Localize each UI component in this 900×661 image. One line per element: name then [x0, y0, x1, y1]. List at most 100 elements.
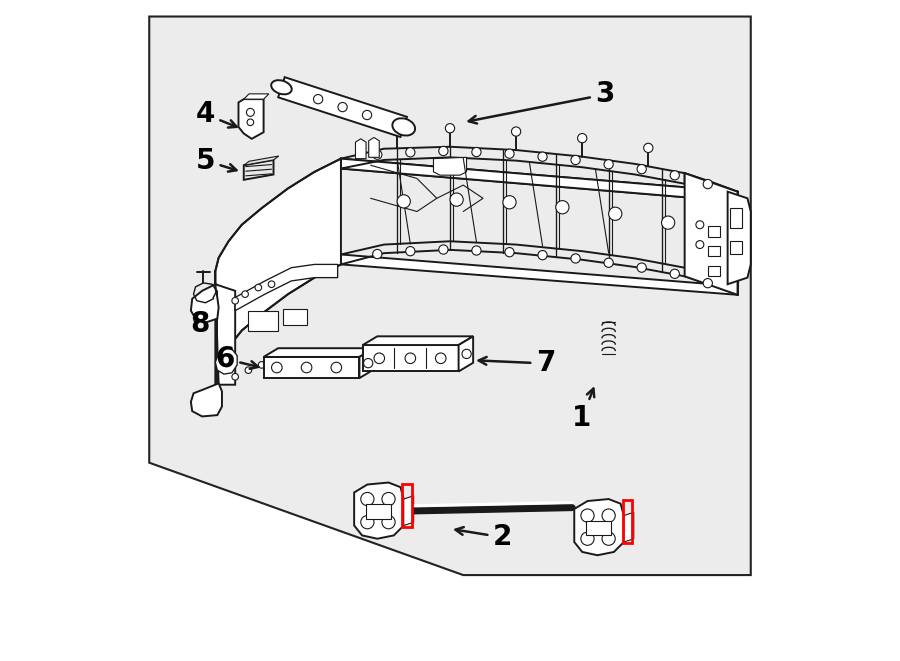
Circle shape — [580, 532, 594, 545]
Circle shape — [258, 362, 265, 368]
Circle shape — [604, 160, 613, 169]
Polygon shape — [341, 159, 737, 202]
Circle shape — [462, 349, 472, 358]
Circle shape — [503, 196, 516, 209]
Bar — [366, 504, 392, 519]
Text: 2: 2 — [455, 524, 512, 551]
Polygon shape — [244, 94, 269, 99]
Polygon shape — [363, 345, 459, 371]
Circle shape — [361, 492, 374, 506]
Ellipse shape — [271, 80, 292, 95]
Polygon shape — [727, 192, 751, 284]
Circle shape — [637, 263, 646, 272]
Circle shape — [602, 532, 616, 545]
Circle shape — [338, 102, 347, 112]
Polygon shape — [459, 336, 473, 371]
Polygon shape — [356, 139, 366, 159]
Circle shape — [446, 124, 454, 133]
Circle shape — [439, 245, 448, 254]
Circle shape — [696, 241, 704, 249]
Circle shape — [670, 171, 680, 180]
Circle shape — [604, 258, 613, 268]
Circle shape — [436, 353, 446, 364]
Circle shape — [361, 516, 374, 529]
Circle shape — [220, 355, 232, 367]
Polygon shape — [341, 254, 737, 295]
Polygon shape — [244, 160, 274, 180]
Bar — [402, 484, 412, 527]
Circle shape — [331, 362, 342, 373]
Text: 4: 4 — [195, 100, 237, 128]
Polygon shape — [215, 284, 235, 385]
Circle shape — [696, 221, 704, 229]
Bar — [707, 266, 720, 276]
Ellipse shape — [392, 118, 415, 136]
Polygon shape — [215, 347, 238, 374]
Polygon shape — [264, 357, 359, 378]
Polygon shape — [363, 336, 473, 345]
Polygon shape — [238, 99, 264, 139]
Bar — [248, 311, 278, 330]
Circle shape — [232, 373, 239, 380]
Circle shape — [556, 201, 569, 214]
Circle shape — [602, 509, 616, 522]
Circle shape — [245, 367, 252, 373]
Circle shape — [242, 291, 248, 297]
Circle shape — [247, 108, 255, 116]
Text: 1: 1 — [572, 389, 594, 432]
Circle shape — [703, 278, 713, 288]
Circle shape — [670, 269, 680, 278]
Polygon shape — [369, 137, 379, 157]
Circle shape — [472, 147, 482, 157]
Circle shape — [571, 254, 580, 263]
Bar — [284, 309, 307, 325]
Circle shape — [450, 193, 464, 206]
Text: 5: 5 — [195, 147, 237, 175]
Circle shape — [644, 143, 652, 153]
Circle shape — [703, 179, 713, 189]
Circle shape — [363, 110, 372, 120]
Text: 7: 7 — [479, 350, 555, 377]
Bar — [623, 500, 633, 543]
Polygon shape — [355, 483, 404, 539]
Circle shape — [373, 249, 382, 258]
Polygon shape — [191, 284, 219, 323]
Polygon shape — [685, 173, 737, 202]
Bar — [730, 241, 742, 254]
Polygon shape — [264, 348, 374, 357]
Polygon shape — [685, 173, 737, 295]
Circle shape — [255, 284, 262, 291]
Circle shape — [374, 353, 384, 364]
Polygon shape — [191, 383, 222, 416]
Circle shape — [439, 146, 448, 155]
Bar — [586, 521, 611, 535]
Polygon shape — [404, 496, 414, 525]
Circle shape — [397, 195, 410, 208]
Polygon shape — [149, 17, 751, 575]
Circle shape — [406, 147, 415, 157]
Text: 6: 6 — [215, 345, 258, 373]
Polygon shape — [359, 348, 374, 378]
Bar — [707, 226, 720, 237]
Circle shape — [511, 127, 521, 136]
Text: 3: 3 — [469, 81, 615, 124]
Circle shape — [538, 152, 547, 161]
Polygon shape — [244, 156, 279, 165]
Polygon shape — [624, 512, 634, 542]
Circle shape — [637, 165, 646, 174]
Circle shape — [578, 134, 587, 143]
Circle shape — [392, 125, 401, 134]
Polygon shape — [434, 157, 466, 175]
Polygon shape — [278, 77, 407, 137]
Circle shape — [406, 247, 415, 256]
Circle shape — [608, 207, 622, 220]
Text: 8: 8 — [190, 311, 210, 338]
Circle shape — [505, 247, 514, 256]
Polygon shape — [215, 159, 341, 385]
Circle shape — [302, 362, 312, 373]
Circle shape — [364, 358, 373, 368]
Circle shape — [472, 246, 482, 255]
Circle shape — [662, 216, 675, 229]
Circle shape — [580, 509, 594, 522]
Polygon shape — [235, 264, 338, 311]
